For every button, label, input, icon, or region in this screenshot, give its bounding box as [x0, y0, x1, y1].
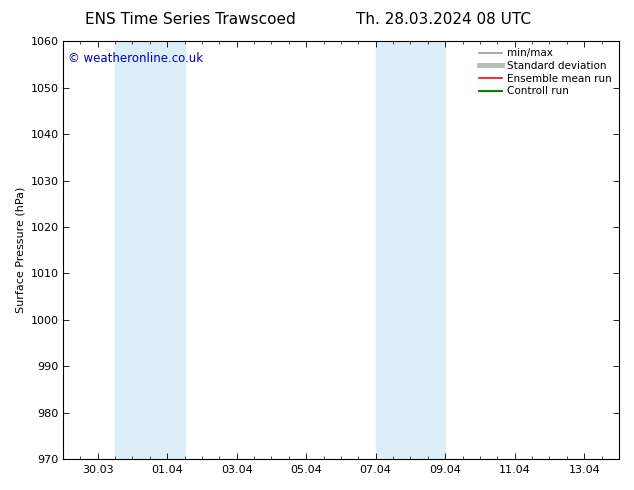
Legend: min/max, Standard deviation, Ensemble mean run, Controll run: min/max, Standard deviation, Ensemble me…	[477, 46, 614, 98]
Bar	[410, 41, 445, 460]
Y-axis label: Surface Pressure (hPa): Surface Pressure (hPa)	[15, 187, 25, 314]
Bar	[376, 41, 410, 460]
Bar	[115, 41, 150, 460]
Text: © weatheronline.co.uk: © weatheronline.co.uk	[68, 51, 204, 65]
Bar	[150, 41, 184, 460]
Text: Th. 28.03.2024 08 UTC: Th. 28.03.2024 08 UTC	[356, 12, 531, 27]
Text: ENS Time Series Trawscoed: ENS Time Series Trawscoed	[85, 12, 295, 27]
